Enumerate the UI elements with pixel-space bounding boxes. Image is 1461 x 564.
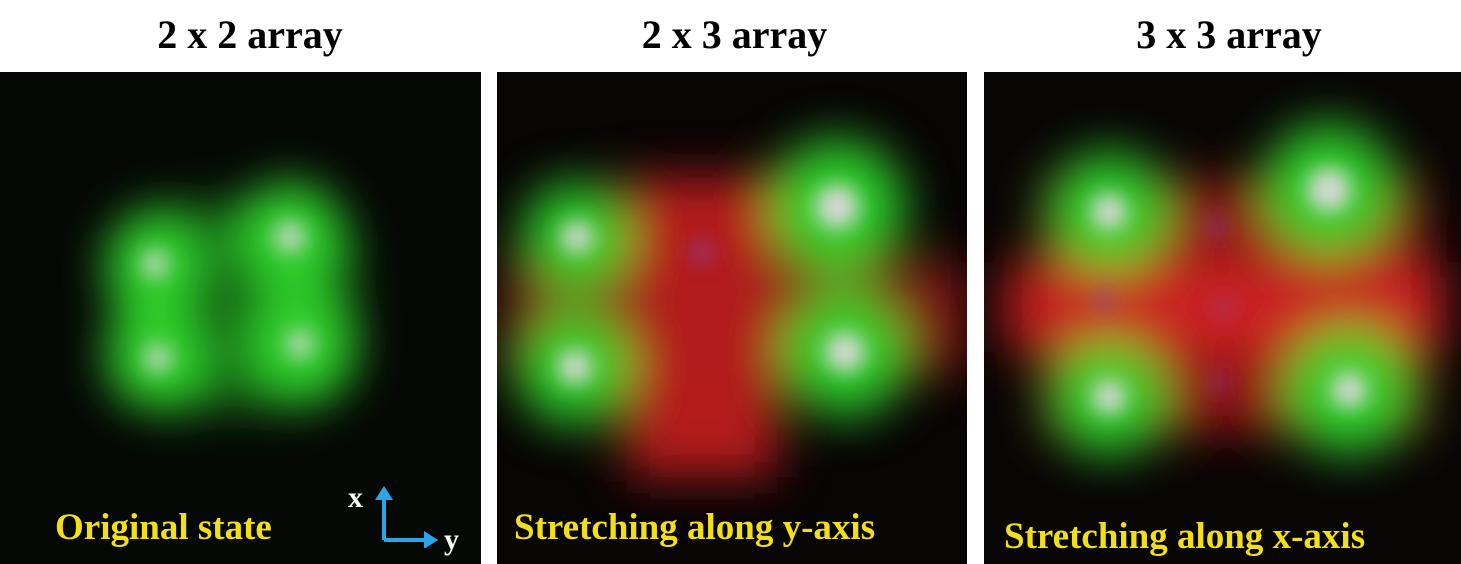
fluorescence-image-2x3: [497, 72, 967, 564]
caption-stretching-x: Stretching along x-axis: [1004, 516, 1366, 557]
caption-original-state: Original state: [55, 507, 272, 548]
y-axis-label: y: [444, 523, 459, 556]
fluorescence-image-3x3: [984, 72, 1461, 564]
panel-title-2x2: 2 x 2 array: [157, 12, 343, 57]
fluorescence-image-2x2: [0, 72, 481, 564]
panel-title-3x3: 3 x 3 array: [1136, 12, 1322, 57]
panel-title-2x3: 2 x 3 array: [641, 12, 828, 57]
image-panel-2x3: Stretching along y-axis: [497, 72, 967, 564]
image-panel-2x2: Original state x y: [0, 72, 481, 564]
caption-stretching-y: Stretching along y-axis: [514, 507, 876, 548]
image-panel-3x3: Stretching along x-axis: [984, 72, 1461, 564]
x-axis-label: x: [348, 481, 363, 514]
axis-arrows-icon: [375, 486, 438, 548]
